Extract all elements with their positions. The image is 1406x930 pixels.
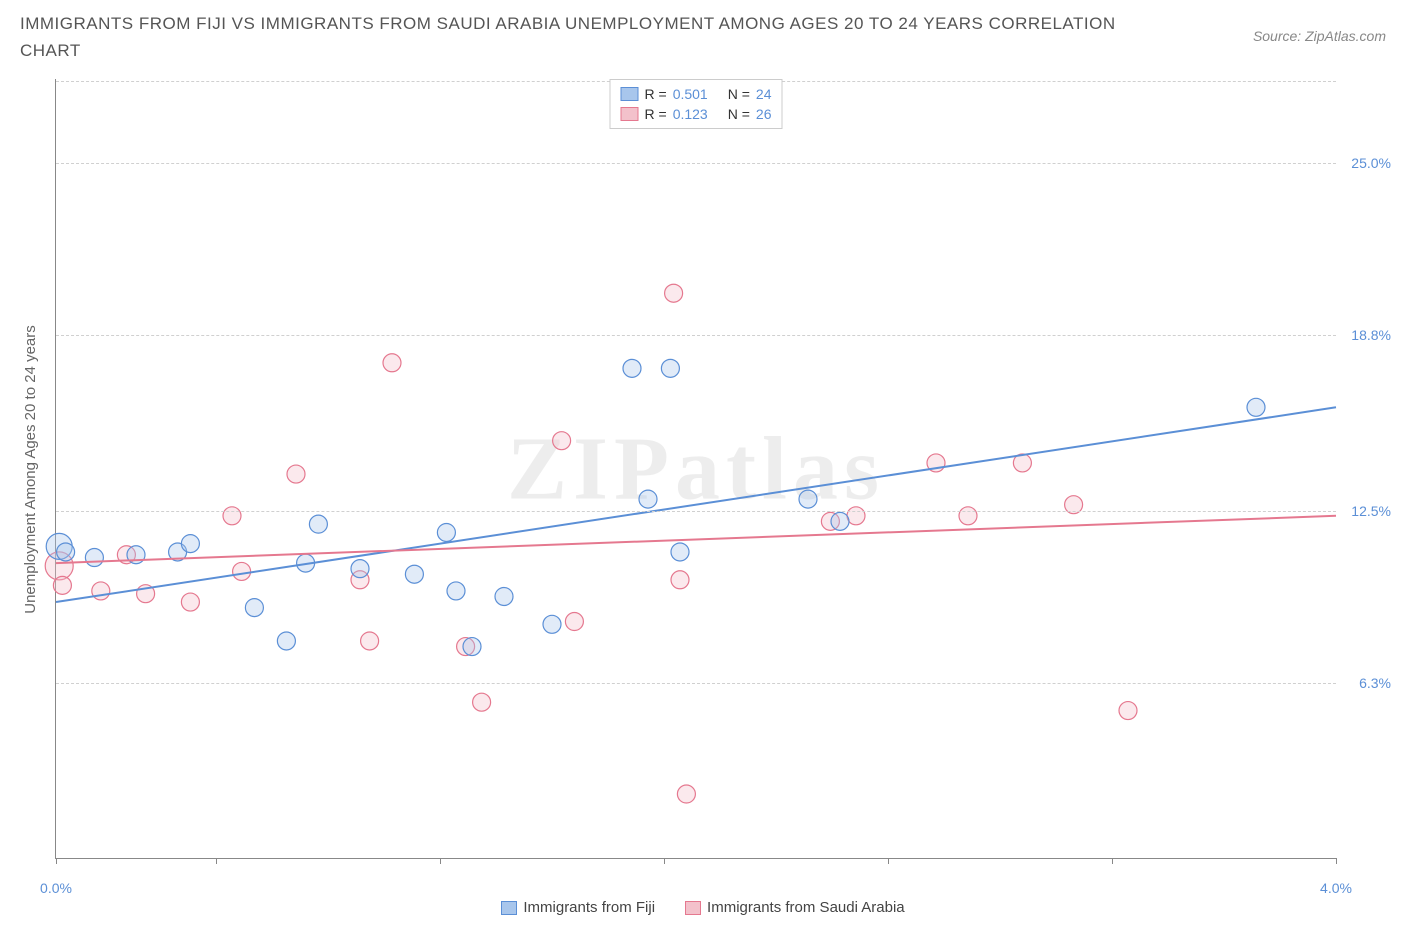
legend-r-value: 0.123 — [673, 106, 708, 122]
gridline — [56, 683, 1336, 684]
gridline — [56, 163, 1336, 164]
series-legend-item: Immigrants from Saudi Arabia — [685, 899, 905, 916]
legend-n-label: N = — [728, 106, 750, 122]
correlation-legend-row: R = 0.123 N = 26 — [621, 104, 772, 124]
x-tick — [56, 858, 57, 864]
y-axis-label-wrap: Unemployment Among Ages 20 to 24 years — [10, 69, 50, 869]
legend-r-label: R = — [645, 86, 667, 102]
legend-r-label: R = — [645, 106, 667, 122]
x-tick — [664, 858, 665, 864]
plot-area: ZIPatlas R = 0.501 N = 24 R = 0.123 N = … — [55, 79, 1336, 859]
trend-line — [56, 516, 1336, 563]
trend-line — [56, 408, 1336, 603]
data-point — [53, 577, 71, 595]
data-point — [277, 632, 295, 650]
data-point — [799, 490, 817, 508]
legend-swatch-icon — [621, 87, 639, 101]
x-tick — [440, 858, 441, 864]
data-point — [437, 524, 455, 542]
scatter-plot-svg — [56, 79, 1336, 858]
series-legend-label: Immigrants from Fiji — [523, 899, 655, 916]
gridline — [56, 511, 1336, 512]
data-point — [677, 785, 695, 803]
x-tick — [1336, 858, 1337, 864]
data-point — [287, 465, 305, 483]
chart-body: Unemployment Among Ages 20 to 24 years Z… — [10, 69, 1396, 869]
data-point — [671, 543, 689, 561]
legend-n-label: N = — [728, 86, 750, 102]
data-point — [309, 516, 327, 534]
data-point — [565, 613, 583, 631]
gridline — [56, 335, 1336, 336]
x-tick-label: 4.0% — [1320, 880, 1352, 896]
data-point — [92, 582, 110, 600]
data-point — [661, 360, 679, 378]
data-point — [383, 354, 401, 372]
legend-swatch-icon — [685, 901, 701, 915]
data-point — [473, 694, 491, 712]
data-point — [405, 566, 423, 584]
data-point — [639, 490, 657, 508]
legend-n-value: 26 — [756, 106, 772, 122]
data-point — [553, 432, 571, 450]
data-point — [351, 560, 369, 578]
data-point — [665, 285, 683, 303]
x-tick-label: 0.0% — [40, 880, 72, 896]
correlation-legend: R = 0.501 N = 24 R = 0.123 N = 26 — [610, 79, 783, 129]
data-point — [623, 360, 641, 378]
data-point — [495, 588, 513, 606]
y-tick-label: 6.3% — [1359, 675, 1391, 691]
chart-header: IMMIGRANTS FROM FIJI VS IMMIGRANTS FROM … — [10, 10, 1396, 69]
legend-n-value: 24 — [756, 86, 772, 102]
data-point — [181, 535, 199, 553]
legend-r-value: 0.501 — [673, 86, 708, 102]
y-tick-label: 12.5% — [1351, 503, 1391, 519]
legend-swatch-icon — [501, 901, 517, 915]
data-point — [671, 571, 689, 589]
data-point — [831, 513, 849, 531]
chart-title: IMMIGRANTS FROM FIJI VS IMMIGRANTS FROM … — [20, 10, 1120, 64]
data-point — [543, 616, 561, 634]
data-point — [1119, 702, 1137, 720]
series-legend-label: Immigrants from Saudi Arabia — [707, 899, 905, 916]
legend-swatch-icon — [621, 107, 639, 121]
correlation-legend-row: R = 0.501 N = 24 — [621, 84, 772, 104]
data-point — [361, 632, 379, 650]
series-legend: Immigrants from Fiji Immigrants from Sau… — [10, 869, 1396, 916]
x-tick — [888, 858, 889, 864]
chart-container: IMMIGRANTS FROM FIJI VS IMMIGRANTS FROM … — [10, 10, 1396, 920]
data-point — [181, 593, 199, 611]
y-axis-label: Unemployment Among Ages 20 to 24 years — [22, 325, 39, 614]
y-tick-label: 25.0% — [1351, 155, 1391, 171]
data-point — [1247, 399, 1265, 417]
data-point — [245, 599, 263, 617]
data-point — [447, 582, 465, 600]
y-tick-label: 18.8% — [1351, 327, 1391, 343]
data-point — [233, 563, 251, 581]
data-point — [57, 543, 75, 561]
source-attribution: Source: ZipAtlas.com — [1253, 10, 1386, 44]
data-point — [85, 549, 103, 567]
series-legend-item: Immigrants from Fiji — [501, 899, 655, 916]
x-tick — [1112, 858, 1113, 864]
x-tick — [216, 858, 217, 864]
data-point — [463, 638, 481, 656]
